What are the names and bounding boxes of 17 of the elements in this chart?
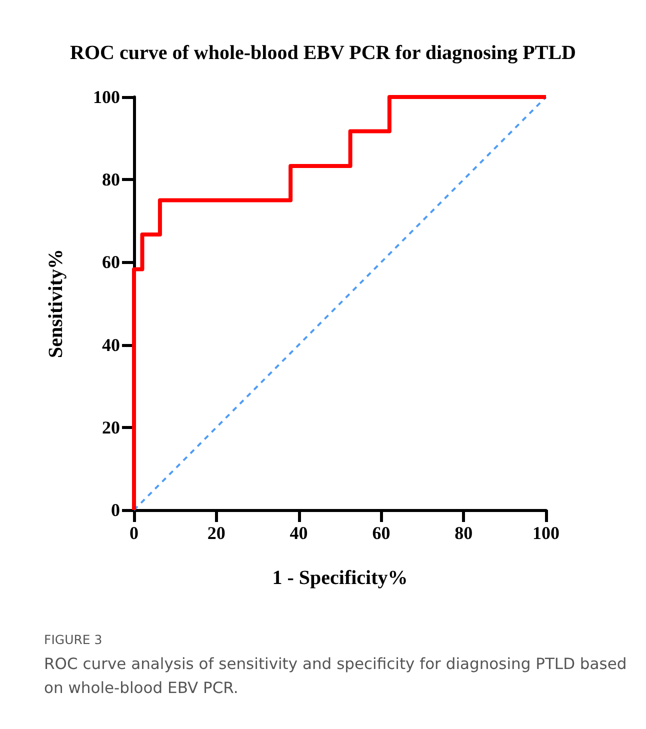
y-axis-title: Sensitivity% xyxy=(45,249,67,358)
y-tick-label: 60 xyxy=(102,252,120,272)
y-tick-label: 40 xyxy=(102,334,120,355)
x-tick-label: 40 xyxy=(290,523,308,543)
y-tick-label: 0 xyxy=(111,500,120,520)
x-axis-title: 1 - Specificity% xyxy=(272,567,408,589)
x-tick-label: 0 xyxy=(130,523,138,543)
x-tick-label: 60 xyxy=(372,523,390,543)
y-tick-label: 80 xyxy=(102,170,120,190)
x-tick-label: 80 xyxy=(454,523,473,543)
caption: FIGURE 3 xyxy=(44,631,104,649)
text: ROC curve analysis of sensitivity and specificity for diagnosing PTLD based on whole-blood EBV PCR. xyxy=(44,654,628,699)
y-tick-label: 100 xyxy=(93,87,120,107)
y-tick-label: 20 xyxy=(102,417,120,438)
chart-title: ROC curve of whole-blood EBV PCR for diagnosing PTLD xyxy=(70,42,576,64)
x-tick-label: 20 xyxy=(207,523,226,543)
x-tick-label: 100 xyxy=(532,523,560,543)
